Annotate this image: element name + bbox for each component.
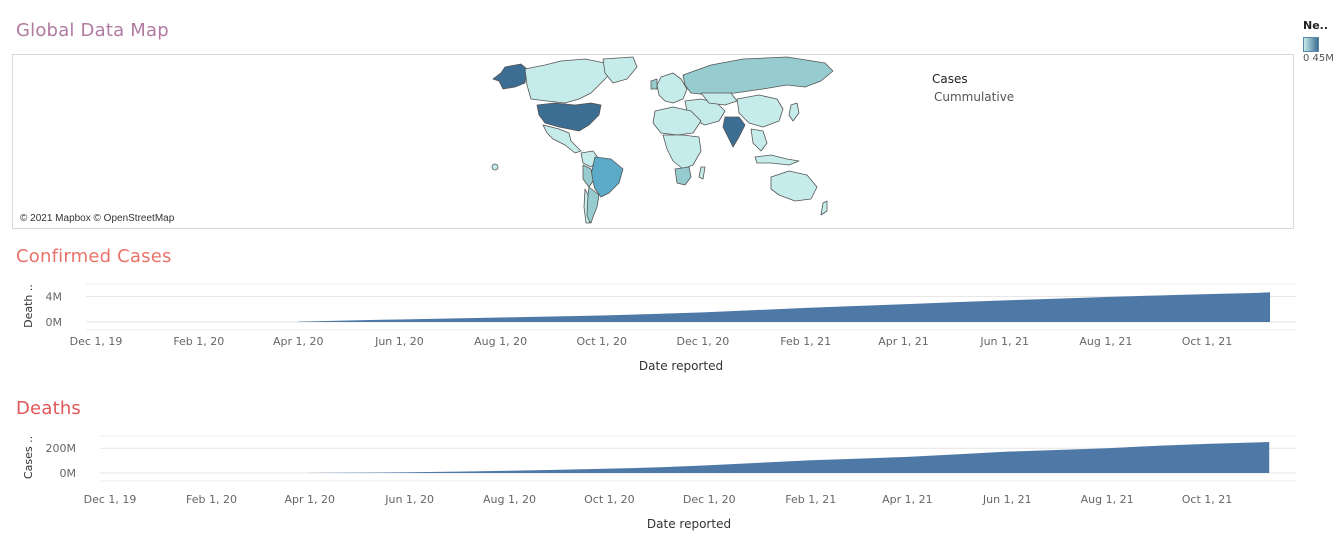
- deaths-x-tick-label: Feb 1, 20: [186, 493, 237, 506]
- deaths-x-tick-label: Apr 1, 21: [882, 493, 933, 506]
- map-attribution[interactable]: © 2021 Mapbox © OpenStreetMap: [20, 213, 175, 224]
- deaths-x-tick-label: Jun 1, 20: [384, 493, 434, 506]
- confirmed-x-tick-label: Jun 1, 21: [979, 335, 1029, 348]
- deaths-y-tick-label: 200M: [46, 442, 77, 455]
- map-country-indonesia[interactable]: [754, 154, 800, 166]
- color-legend: Ne.. 0 45M: [1303, 19, 1338, 64]
- deaths-x-tick-label: Aug 1, 21: [1081, 493, 1134, 506]
- map-country-central-africa[interactable]: [662, 134, 702, 170]
- map-country-china[interactable]: [736, 94, 784, 128]
- confirmed-x-tick-label: Apr 1, 21: [878, 335, 929, 348]
- deaths-y-axis-label: Cases ..: [22, 436, 35, 479]
- map-country-brazil[interactable]: [590, 156, 624, 198]
- map-legend-subtitle: Cummulative: [934, 90, 1015, 104]
- confirmed-x-tick-label: Feb 1, 20: [173, 335, 224, 348]
- deaths-chart[interactable]: 0M 200M Cases .. Dec 1, 19 Feb 1, 20 Apr 1, 2…: [0, 425, 1338, 540]
- confirmed-x-tick-label: Dec 1, 20: [677, 335, 730, 348]
- map-country-peru[interactable]: [582, 164, 594, 188]
- deaths-x-tick-label: Dec 1, 19: [84, 493, 137, 506]
- map-country-australia[interactable]: [770, 170, 818, 202]
- map-legend: Cases Cummulative: [932, 72, 1014, 104]
- confirmed-x-tick-label: Oct 1, 20: [576, 335, 627, 348]
- confirmed-y-tick-label: 0M: [46, 316, 63, 329]
- confirmed-cases-chart[interactable]: 0M 4M Death .. Dec 1, 19 Feb 1, 20 Apr 1, 20 J…: [0, 274, 1338, 379]
- confirmed-x-tick-label: Dec 1, 19: [70, 335, 123, 348]
- confirmed-x-tick-label: Jun 1, 20: [374, 335, 424, 348]
- deaths-area-series[interactable]: [309, 442, 1270, 473]
- color-legend-title: Ne..: [1303, 19, 1329, 32]
- confirmed-x-tick-label: Oct 1, 21: [1182, 335, 1233, 348]
- confirmed-area-series[interactable]: [298, 292, 1271, 322]
- confirmed-x-tick-label: Aug 1, 20: [474, 335, 527, 348]
- map-country-chile[interactable]: [583, 188, 591, 224]
- deaths-y-tick-label: 0M: [60, 467, 77, 480]
- deaths-title: Deaths: [16, 398, 82, 419]
- confirmed-x-tick-label: Feb 1, 21: [780, 335, 831, 348]
- deaths-x-tick-label: Feb 1, 21: [785, 493, 836, 506]
- map-country-hawaii[interactable]: [491, 163, 499, 171]
- world-map-panel[interactable]: © 2021 Mapbox © OpenStreetMap Cases Cumm…: [12, 54, 1294, 229]
- map-country-usa[interactable]: [536, 102, 602, 132]
- map-country-canada[interactable]: [524, 58, 612, 104]
- deaths-x-tick-label: Dec 1, 20: [683, 493, 736, 506]
- world-map[interactable]: [487, 55, 847, 230]
- confirmed-y-axis-label: Death ..: [22, 284, 35, 328]
- map-country-india[interactable]: [722, 116, 746, 148]
- deaths-x-tick-label: Jun 1, 21: [982, 493, 1032, 506]
- map-section-title: Global Data Map: [16, 20, 169, 41]
- map-country-japan[interactable]: [788, 102, 800, 122]
- color-legend-gradient: [1303, 37, 1319, 52]
- map-country-north-africa[interactable]: [652, 106, 702, 136]
- map-country-greenland[interactable]: [602, 56, 638, 84]
- deaths-x-axis-title: Date reported: [647, 517, 731, 531]
- confirmed-cases-title: Confirmed Cases: [16, 246, 172, 267]
- deaths-x-tick-label: Apr 1, 20: [284, 493, 335, 506]
- map-country-russia[interactable]: [682, 56, 834, 96]
- deaths-x-tick-label: Oct 1, 21: [1182, 493, 1233, 506]
- map-country-south-africa[interactable]: [674, 166, 692, 186]
- map-country-se-asia[interactable]: [750, 128, 768, 152]
- confirmed-y-tick-label: 4M: [46, 290, 63, 303]
- map-country-uk[interactable]: [650, 78, 658, 90]
- deaths-x-tick-label: Oct 1, 20: [584, 493, 635, 506]
- color-legend-range: 0 45M: [1303, 53, 1334, 64]
- map-country-new-zealand[interactable]: [820, 200, 828, 216]
- map-country-mexico[interactable]: [542, 124, 582, 154]
- confirmed-x-tick-label: Aug 1, 21: [1079, 335, 1132, 348]
- confirmed-x-tick-label: Apr 1, 20: [273, 335, 324, 348]
- map-country-kazakhstan[interactable]: [700, 92, 738, 106]
- deaths-x-tick-label: Aug 1, 20: [483, 493, 536, 506]
- confirmed-x-axis-title: Date reported: [639, 359, 723, 373]
- map-legend-title: Cases: [932, 72, 968, 86]
- map-country-madagascar[interactable]: [698, 166, 706, 180]
- map-country-europe[interactable]: [656, 72, 688, 104]
- map-country-alaska[interactable]: [492, 63, 528, 90]
